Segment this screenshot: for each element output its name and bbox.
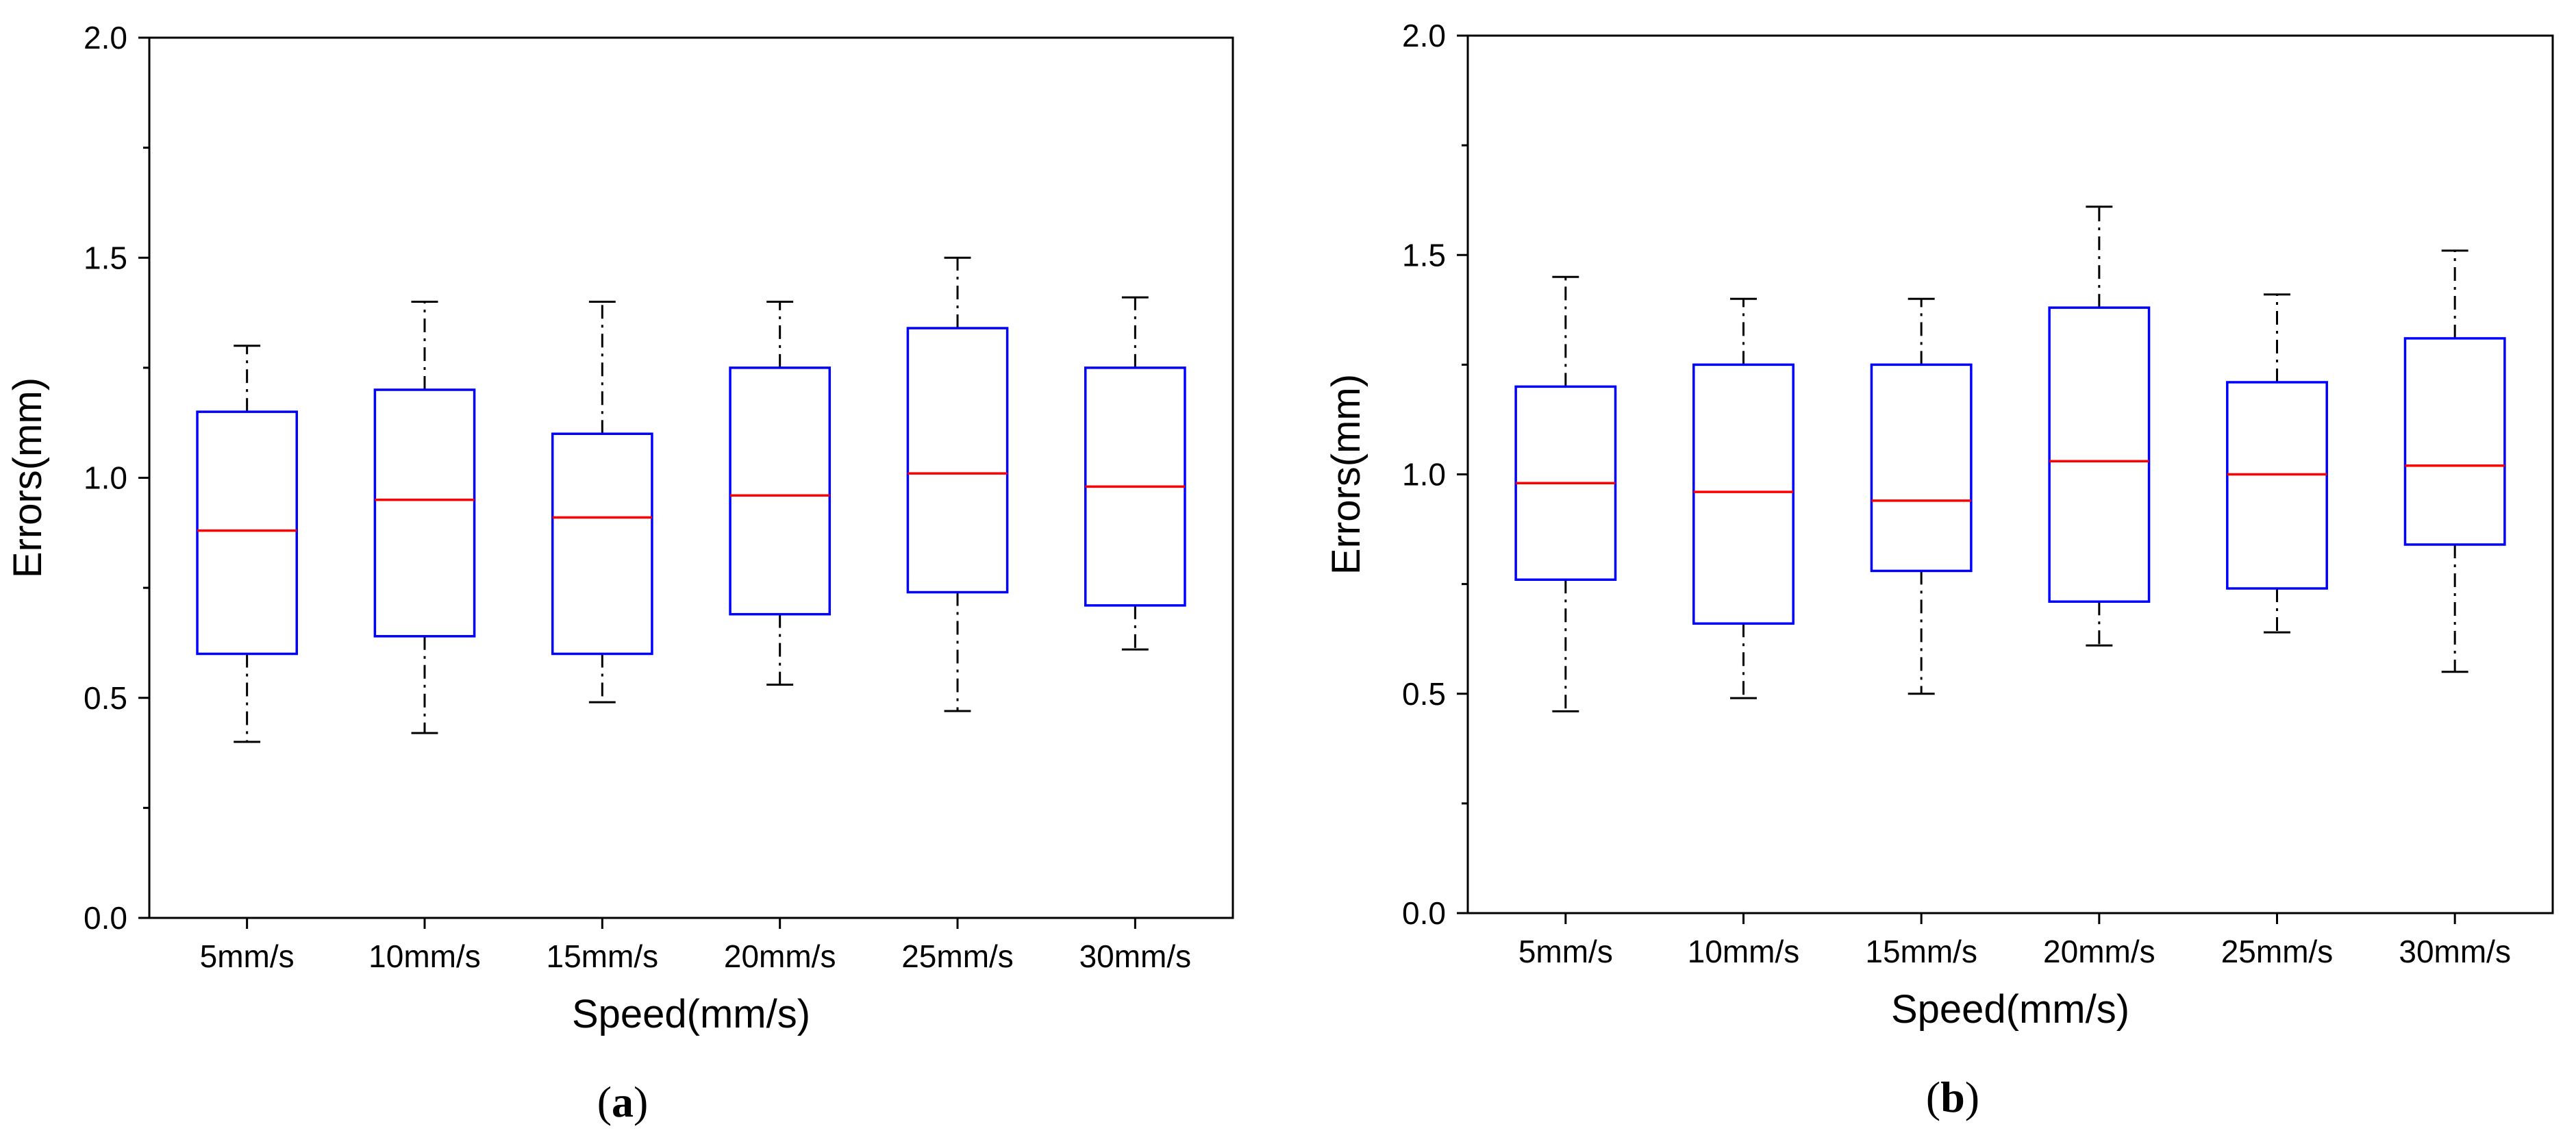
panel-label-open: ( xyxy=(597,1078,612,1126)
y-tick-label: 1.5 xyxy=(1402,237,1446,273)
box-15mm-s xyxy=(1870,297,1973,695)
x-tick-label: 10mm/s xyxy=(368,938,481,974)
x-axis-title: Speed(mm/s) xyxy=(1891,987,2129,1032)
box-15mm-s xyxy=(551,301,653,704)
box-30mm-s xyxy=(1084,296,1186,651)
box-10mm-s xyxy=(373,301,476,734)
iqr-box xyxy=(2048,306,2151,603)
iqr-box xyxy=(729,366,831,616)
y-tick-label: 1.0 xyxy=(84,460,127,496)
box-20mm-s xyxy=(729,301,831,686)
plot-frame xyxy=(1466,34,2554,914)
y-tick-label: 2.0 xyxy=(84,20,127,55)
y-tick-label: 0.0 xyxy=(84,900,127,936)
iqr-box xyxy=(1870,363,1973,573)
iqr-box xyxy=(2403,337,2506,546)
y-tick-label: 0.0 xyxy=(1402,895,1446,931)
x-tick-label: 25mm/s xyxy=(2221,934,2334,969)
plot-frame xyxy=(148,36,1234,919)
panel-label-letter: a xyxy=(612,1078,634,1126)
y-tick-label: 2.0 xyxy=(1402,18,1446,53)
iqr-box xyxy=(2226,381,2328,590)
panel-label-close: ) xyxy=(634,1078,648,1126)
x-tick-label: 5mm/s xyxy=(200,938,295,974)
iqr-box xyxy=(1692,363,1795,625)
iqr-box xyxy=(906,327,1009,594)
y-tick-label: 1.5 xyxy=(84,240,127,275)
x-tick-label: 30mm/s xyxy=(1079,938,1192,974)
iqr-box xyxy=(373,388,476,638)
box-25mm-s xyxy=(2226,293,2328,634)
panel-label-open: ( xyxy=(1926,1073,1940,1121)
box-25mm-s xyxy=(906,256,1009,712)
panel-b-boxplot: 0.0 0.5 1.0 1.5 2.0 Errors(mm) 5mm/s 10mm/s 15mm… xyxy=(1324,18,2554,1121)
y-tick-label: 0.5 xyxy=(1402,676,1446,712)
box-20mm-s xyxy=(2048,206,2151,647)
y-axis-title: Errors(mm) xyxy=(5,377,50,578)
box-10mm-s xyxy=(1692,297,1795,699)
x-tick-label: 15mm/s xyxy=(547,938,659,974)
panel-label: (b) xyxy=(1926,1073,1979,1121)
box-30mm-s xyxy=(2403,249,2506,673)
y-axis-title: Errors(mm) xyxy=(1324,374,1368,575)
box-5mm-s xyxy=(196,345,299,743)
box-5mm-s xyxy=(1514,275,1617,712)
x-tick-label: 25mm/s xyxy=(901,938,1014,974)
x-axis-title: Speed(mm/s) xyxy=(572,992,810,1036)
iqr-box xyxy=(196,410,299,656)
x-tick-label: 10mm/s xyxy=(1688,934,1800,969)
x-tick-label: 5mm/s xyxy=(1518,934,1613,969)
x-tick-label: 20mm/s xyxy=(2043,934,2155,969)
panel-label: (a) xyxy=(597,1078,649,1126)
iqr-box xyxy=(551,432,653,656)
x-tick-label: 20mm/s xyxy=(724,938,836,974)
panel-a-boxplot: 0.0 0.5 1.0 1.5 2.0 Errors(mm) 5mm/s 10mm/s 15mm… xyxy=(5,20,1234,1126)
x-tick-label: 30mm/s xyxy=(2399,934,2511,969)
y-tick-label: 1.0 xyxy=(1402,457,1446,493)
panel-label-close: ) xyxy=(1965,1073,1979,1121)
panel-label-letter: b xyxy=(1940,1073,1965,1121)
y-tick-label: 0.5 xyxy=(84,680,127,716)
x-tick-label: 15mm/s xyxy=(1865,934,1977,969)
